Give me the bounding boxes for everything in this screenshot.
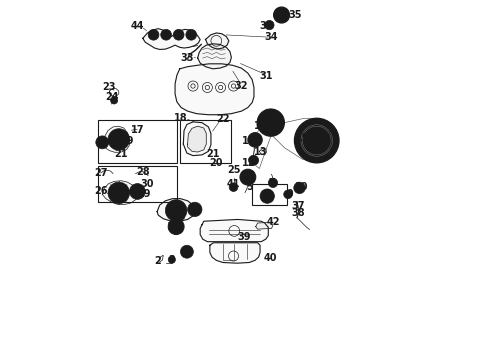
- Bar: [98, 120, 177, 163]
- Text: 23: 23: [102, 82, 116, 93]
- Circle shape: [108, 129, 129, 150]
- Text: 41: 41: [227, 179, 240, 189]
- Text: 43: 43: [173, 212, 187, 221]
- Text: 26: 26: [94, 186, 108, 196]
- Text: 8: 8: [265, 110, 272, 120]
- Text: 5: 5: [246, 182, 253, 192]
- Polygon shape: [102, 126, 129, 152]
- Circle shape: [299, 123, 334, 158]
- Circle shape: [188, 202, 202, 217]
- Circle shape: [180, 245, 194, 258]
- Text: 36: 36: [259, 21, 272, 31]
- Polygon shape: [205, 33, 229, 49]
- Circle shape: [294, 118, 339, 163]
- Text: 2: 2: [154, 256, 161, 266]
- Text: 21: 21: [115, 149, 128, 159]
- Circle shape: [294, 182, 305, 194]
- Polygon shape: [210, 243, 260, 263]
- Text: 19: 19: [121, 136, 134, 145]
- Text: 39: 39: [238, 232, 251, 242]
- Text: 20: 20: [209, 158, 222, 168]
- Text: 30: 30: [141, 179, 154, 189]
- Polygon shape: [175, 64, 254, 115]
- Text: 25: 25: [227, 165, 240, 175]
- Text: 14: 14: [254, 121, 268, 131]
- Circle shape: [129, 184, 146, 199]
- Circle shape: [96, 136, 109, 149]
- Polygon shape: [200, 220, 269, 242]
- Circle shape: [240, 169, 256, 185]
- Circle shape: [265, 21, 274, 30]
- Circle shape: [248, 133, 262, 147]
- Text: 11: 11: [242, 136, 255, 145]
- Circle shape: [257, 109, 285, 136]
- Text: 4: 4: [245, 172, 252, 182]
- Text: 33: 33: [181, 53, 195, 63]
- Text: 3: 3: [168, 255, 175, 265]
- Polygon shape: [256, 222, 273, 229]
- Circle shape: [173, 30, 184, 40]
- Text: 1: 1: [184, 247, 190, 257]
- Text: 34: 34: [264, 32, 277, 41]
- Text: 17: 17: [131, 125, 145, 135]
- Circle shape: [166, 200, 187, 221]
- Text: 44: 44: [131, 21, 144, 31]
- Circle shape: [168, 256, 175, 263]
- Polygon shape: [188, 126, 206, 152]
- Text: 16: 16: [167, 222, 181, 231]
- Circle shape: [186, 30, 196, 40]
- Text: 29: 29: [137, 189, 150, 199]
- Text: 21: 21: [206, 149, 220, 159]
- Text: 6: 6: [263, 189, 270, 199]
- Circle shape: [284, 190, 293, 199]
- Text: 9: 9: [287, 189, 293, 199]
- Text: 27: 27: [94, 168, 108, 178]
- Circle shape: [168, 219, 184, 234]
- Circle shape: [248, 155, 259, 165]
- Circle shape: [274, 7, 290, 23]
- Bar: [252, 184, 287, 205]
- Polygon shape: [259, 148, 267, 155]
- Circle shape: [229, 183, 238, 192]
- Polygon shape: [102, 181, 137, 204]
- Circle shape: [111, 97, 118, 104]
- Polygon shape: [143, 29, 200, 49]
- Polygon shape: [157, 199, 195, 221]
- Text: 18: 18: [174, 113, 188, 123]
- Text: 37: 37: [292, 201, 305, 211]
- Text: 35: 35: [289, 10, 302, 20]
- Text: 40: 40: [264, 253, 277, 263]
- Circle shape: [260, 189, 274, 203]
- Text: 12: 12: [242, 158, 255, 168]
- Circle shape: [269, 178, 278, 188]
- Text: 13: 13: [254, 147, 268, 157]
- Text: 15: 15: [295, 133, 309, 143]
- Circle shape: [148, 30, 159, 40]
- Text: 10: 10: [295, 182, 308, 192]
- Bar: [98, 166, 177, 202]
- Polygon shape: [183, 122, 211, 156]
- Text: 24: 24: [105, 92, 119, 102]
- Circle shape: [161, 30, 171, 40]
- Text: 32: 32: [235, 81, 248, 91]
- Polygon shape: [197, 44, 231, 69]
- Text: 28: 28: [136, 167, 149, 177]
- Text: 31: 31: [260, 71, 273, 81]
- Bar: [180, 120, 231, 163]
- Text: 38: 38: [291, 208, 305, 218]
- Circle shape: [108, 182, 129, 204]
- Text: 22: 22: [216, 114, 229, 124]
- Text: 7: 7: [269, 177, 275, 188]
- Text: 42: 42: [266, 217, 280, 227]
